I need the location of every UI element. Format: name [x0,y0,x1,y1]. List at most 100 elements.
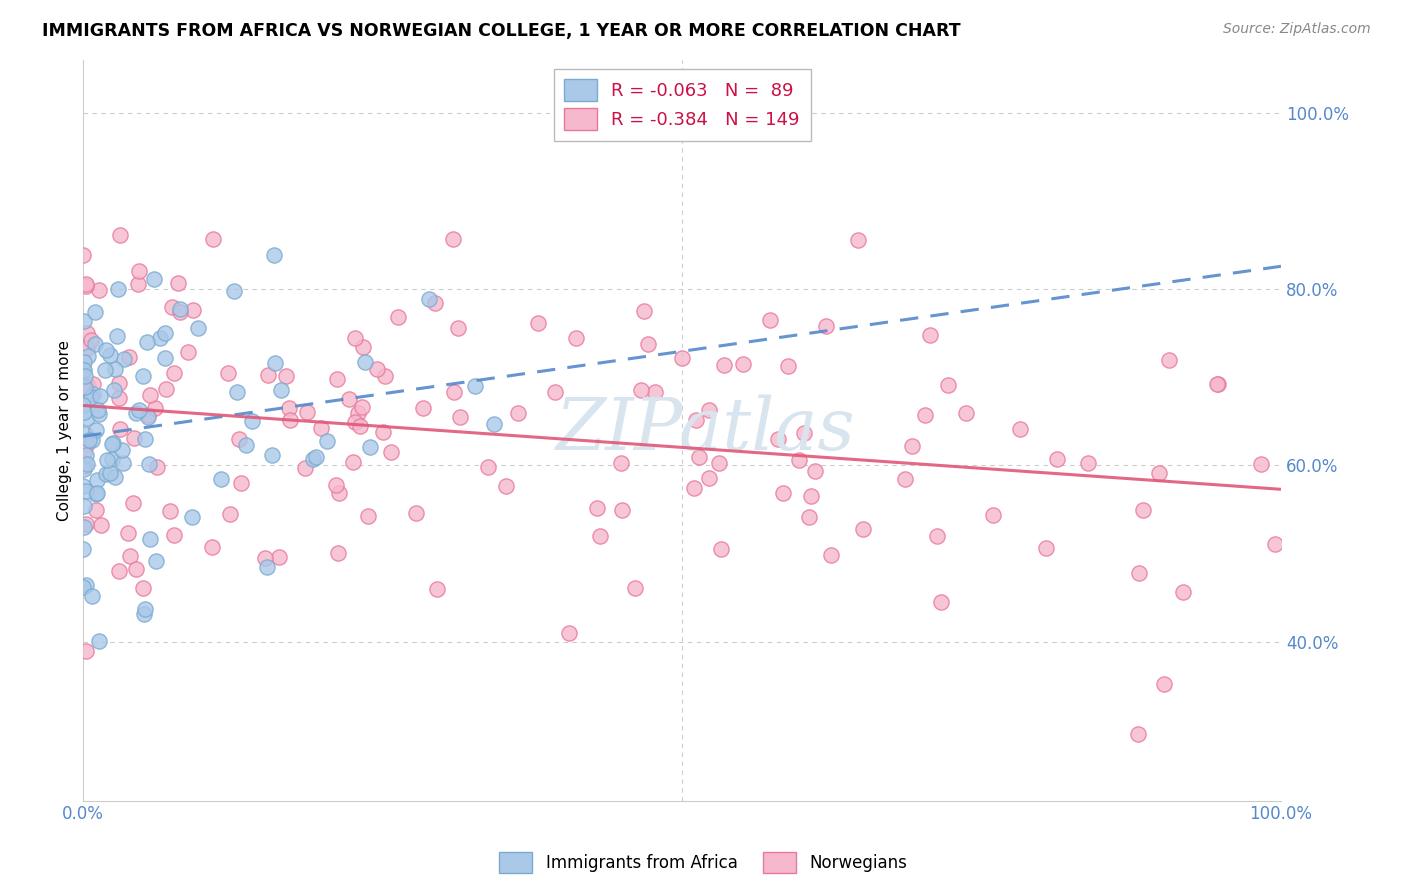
Point [72,580,94,594]
Point [72,479,94,493]
Point [84,503,107,517]
Point [73,445,96,459]
Point [79,333,101,347]
Point [125,406,148,420]
Point [254,551,277,566]
Point [412,401,434,416]
Point [167,277,190,291]
Point [72,398,94,412]
Point [98,348,121,362]
Point [325,477,347,491]
Y-axis label: College, 1 year or more: College, 1 year or more [58,340,72,521]
Point [610,503,633,517]
Point [209,472,232,486]
Point [89,389,111,403]
Point [143,401,166,415]
Point [274,369,297,384]
Point [134,602,156,616]
Point [72,520,94,534]
Point [797,510,820,524]
Point [222,285,245,299]
Point [374,368,396,383]
Point [169,304,191,318]
Point [77,349,100,363]
Point [155,382,177,396]
Point [697,471,720,485]
Point [75,483,97,498]
Point [637,336,659,351]
Point [644,384,666,399]
Point [772,486,794,500]
Point [132,607,155,621]
Point [257,368,280,383]
Point [107,282,129,296]
Point [380,445,402,459]
Point [73,404,96,418]
Point [86,486,108,500]
Point [75,277,97,291]
Point [76,437,98,451]
Point [477,460,499,475]
Point [72,381,94,395]
Point [153,351,176,366]
Point [353,355,375,369]
Point [72,363,94,377]
Point [155,326,177,340]
Point [352,340,374,354]
Point [256,559,278,574]
Point [710,541,733,556]
Point [149,331,172,345]
Point [103,435,125,450]
Point [278,401,301,415]
Point [776,359,799,374]
Point [217,366,239,380]
Point [75,578,97,592]
Point [1205,377,1227,392]
Point [685,412,707,426]
Point [77,433,100,447]
Legend: R = -0.063   N =  89, R = -0.384   N = 149: R = -0.063 N = 89, R = -0.384 N = 149 [554,69,811,141]
Point [128,263,150,277]
Point [138,457,160,471]
Point [108,391,131,405]
Point [441,232,464,246]
Point [350,400,373,414]
Point [1173,585,1195,599]
Point [79,390,101,404]
Point [131,581,153,595]
Point [76,341,98,355]
Point [1264,536,1286,550]
Point [94,343,117,357]
Point [75,279,97,293]
Point [901,439,924,453]
Point [228,432,250,446]
Point [449,410,471,425]
Point [100,452,122,467]
Point [73,363,96,377]
Point [418,292,440,306]
Point [87,407,110,421]
Text: ZIPatlas: ZIPatlas [557,395,856,466]
Point [122,496,145,510]
Point [1132,502,1154,516]
Point [77,378,100,392]
Point [295,405,318,419]
Point [96,467,118,481]
Point [118,549,141,564]
Point [181,509,204,524]
Point [225,385,247,400]
Point [387,310,409,324]
Point [235,438,257,452]
Point [136,334,159,349]
Point [84,487,107,501]
Point [506,406,529,420]
Point [1159,353,1181,368]
Point [623,582,645,596]
Point [526,316,548,330]
Point [852,522,875,536]
Point [343,331,366,345]
Point [138,388,160,402]
Point [263,248,285,262]
Point [731,357,754,371]
Point [93,363,115,377]
